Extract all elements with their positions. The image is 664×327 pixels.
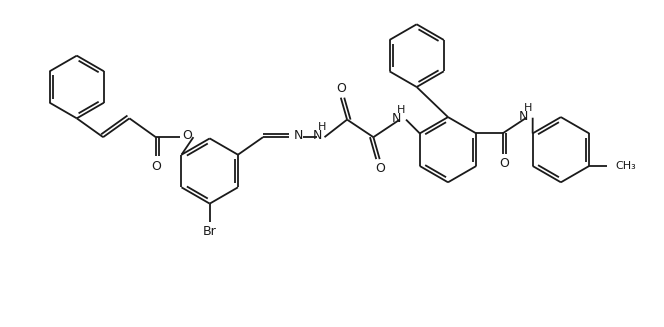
Text: N: N [519,110,528,123]
Text: H: H [318,122,326,132]
Text: O: O [182,129,192,142]
Text: CH₃: CH₃ [616,161,636,171]
Text: O: O [336,82,346,95]
Text: H: H [523,103,532,113]
Text: O: O [151,160,161,173]
Text: Br: Br [203,225,216,238]
Text: N: N [312,129,321,142]
Text: N: N [391,112,400,125]
Text: O: O [375,162,385,175]
Text: N: N [293,129,303,142]
Text: H: H [397,105,405,114]
Text: O: O [499,157,509,170]
